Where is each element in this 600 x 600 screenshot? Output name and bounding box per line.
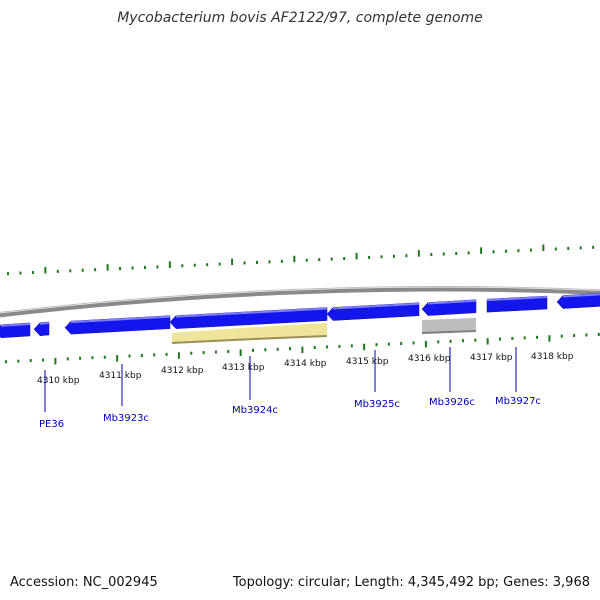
gene-track bbox=[0, 293, 600, 344]
gene-label: Mb3926c bbox=[429, 397, 475, 408]
gene-label: Mb3924c bbox=[232, 405, 278, 416]
gene-arrow bbox=[33, 321, 50, 336]
ruler-label: 4317 kbp bbox=[470, 353, 513, 363]
ruler-label: 4310 kbp bbox=[37, 376, 80, 386]
gene-labels: PE36 Mb3923c Mb3924c Mb3925c Mb3926c Mb3927c bbox=[39, 347, 541, 430]
ruler-label: 4312 kbp bbox=[161, 366, 204, 376]
ruler-label: 4313 kbp bbox=[222, 363, 265, 373]
ruler-label: 4316 kbp bbox=[408, 354, 451, 364]
genome-backbone bbox=[0, 287, 600, 318]
map-title: Mycobacterium bovis AF2122/97, complete … bbox=[117, 10, 483, 26]
ruler-label: 4314 kbp bbox=[284, 359, 327, 369]
grey-feature bbox=[422, 318, 476, 333]
ruler-labels: 4310 kbp 4311 kbp 4312 kbp 4313 kbp 4314 kbp… bbox=[37, 352, 574, 386]
inner-tick-track bbox=[5, 332, 600, 365]
accession-text: Accession: NC_002945 bbox=[10, 575, 158, 590]
ruler-label: 4311 kbp bbox=[99, 371, 142, 381]
gene-label: Mb3925c bbox=[354, 399, 400, 410]
gene-label: PE36 bbox=[39, 419, 64, 430]
ruler-label: 4318 kbp bbox=[531, 352, 574, 362]
outer-tick-track bbox=[7, 244, 595, 276]
gene-label: Mb3927c bbox=[495, 396, 541, 407]
ruler-label: 4315 kbp bbox=[346, 357, 389, 367]
highlighted-feature bbox=[172, 323, 327, 343]
gene-arrow bbox=[0, 322, 31, 339]
gene-label: Mb3923c bbox=[103, 413, 149, 424]
genome-summary: Topology: circular; Length: 4,345,492 bp… bbox=[232, 575, 590, 590]
